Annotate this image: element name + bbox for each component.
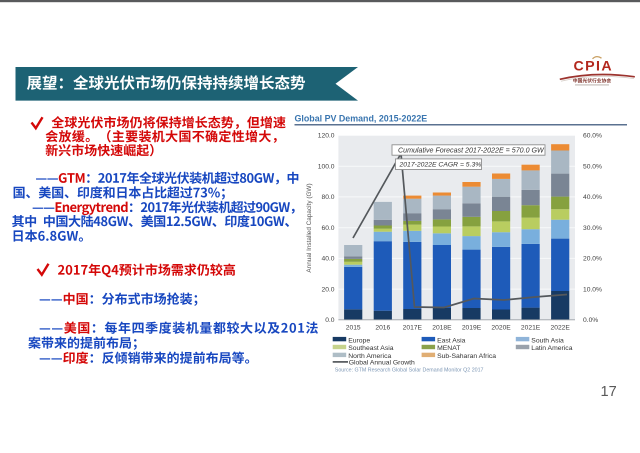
svg-text:60.0%: 60.0% bbox=[583, 133, 602, 140]
svg-text:2017-2022E CAGR = 5.3%: 2017-2022E CAGR = 5.3% bbox=[399, 162, 482, 169]
svg-text:Europe: Europe bbox=[348, 337, 370, 344]
svg-text:2017E: 2017E bbox=[403, 325, 423, 332]
svg-text:20.0: 20.0 bbox=[321, 286, 334, 293]
svg-text:120.0: 120.0 bbox=[318, 133, 335, 140]
svg-text:Global Annual Growth: Global Annual Growth bbox=[349, 359, 415, 366]
svg-text:2020E: 2020E bbox=[491, 325, 511, 332]
svg-text:50.0%: 50.0% bbox=[583, 163, 602, 170]
svg-text:0.0: 0.0 bbox=[325, 317, 335, 324]
svg-text:60.0: 60.0 bbox=[321, 225, 334, 232]
svg-text:MENAT: MENAT bbox=[437, 345, 460, 352]
svg-text:40.0%: 40.0% bbox=[583, 194, 602, 201]
svg-text:30.0%: 30.0% bbox=[583, 225, 602, 232]
svg-text:10.0%: 10.0% bbox=[583, 286, 602, 293]
svg-text:2019E: 2019E bbox=[462, 325, 482, 332]
svg-text:0.0%: 0.0% bbox=[583, 317, 598, 324]
svg-text:Latin America: Latin America bbox=[531, 345, 572, 352]
svg-text:North America: North America bbox=[348, 353, 391, 360]
svg-text:80.0: 80.0 bbox=[321, 194, 334, 201]
svg-text:2018E: 2018E bbox=[432, 325, 452, 332]
svg-text:Cumulative Forecast 2017-2022E: Cumulative Forecast 2017-2022E = 570.0 G… bbox=[398, 146, 545, 154]
svg-text:Sub-Saharan Africa: Sub-Saharan Africa bbox=[437, 353, 496, 360]
svg-text:2016: 2016 bbox=[375, 325, 390, 332]
svg-text:2021E: 2021E bbox=[521, 325, 541, 332]
svg-text:Global PV Demand, 2015-2022E: Global PV Demand, 2015-2022E bbox=[295, 114, 428, 124]
svg-text:Source: GTM Research Global So: Source: GTM Research Global Solar Demand… bbox=[335, 367, 484, 373]
svg-text:2022E: 2022E bbox=[551, 325, 571, 332]
svg-text:2015: 2015 bbox=[346, 325, 361, 332]
svg-text:Annual Installed Capacity (GW): Annual Installed Capacity (GW) bbox=[306, 183, 313, 272]
svg-text:CPIA: CPIA bbox=[574, 59, 614, 75]
svg-text:20.0%: 20.0% bbox=[583, 256, 602, 263]
svg-text:40.0: 40.0 bbox=[321, 256, 334, 263]
svg-text:100.0: 100.0 bbox=[318, 163, 335, 170]
svg-text:17: 17 bbox=[601, 384, 617, 400]
svg-text:South Asia: South Asia bbox=[531, 337, 564, 344]
svg-text:Southeast Asia: Southeast Asia bbox=[348, 345, 394, 352]
svg-text:East Asia: East Asia bbox=[437, 337, 466, 344]
